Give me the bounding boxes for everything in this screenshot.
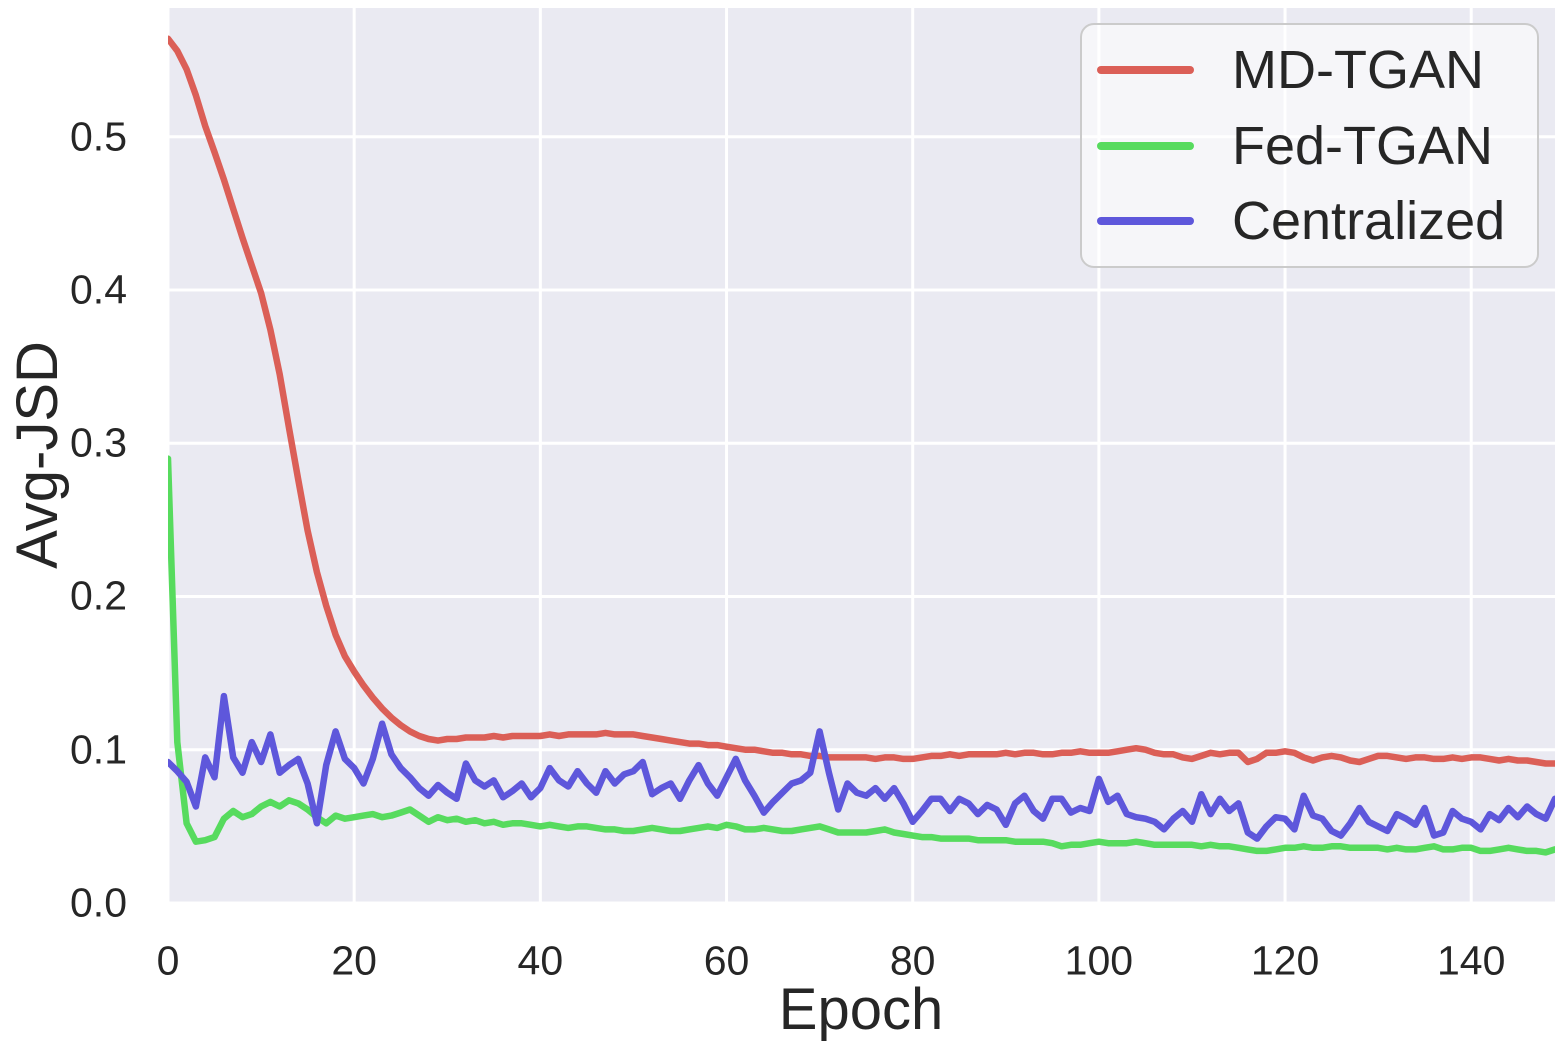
y-axis-label: Avg-JSD [5, 341, 70, 569]
x-tick-label: 0 [156, 937, 180, 984]
y-tick-label: 0.4 [70, 266, 127, 313]
series-line-centralized [168, 692, 1555, 842]
legend-item-md-tgan: MD-TGAN [1097, 32, 1517, 108]
legend-item-centralized: Centralized [1097, 183, 1517, 259]
legend-item-label: Centralized [1232, 191, 1506, 252]
x-axis-label: Epoch [778, 977, 944, 1042]
legend-line-swatch [1097, 65, 1194, 74]
x-tick-label: 120 [1250, 937, 1320, 984]
x-tick-label: 20 [331, 937, 377, 984]
legend-item-fed-tgan: Fed-TGAN [1097, 108, 1517, 184]
legend-item-label: Fed-TGAN [1232, 115, 1494, 176]
legend-line-swatch [1097, 141, 1194, 150]
x-tick-label: 40 [517, 937, 564, 984]
plot-area: MD-TGAN Fed-TGAN Centralized [168, 8, 1555, 903]
legend: MD-TGAN Fed-TGAN Centralized [1080, 23, 1539, 268]
y-tick-label: 0.1 [70, 726, 127, 773]
y-tick-label: 0.2 [70, 572, 127, 619]
x-tick-label: 80 [889, 937, 936, 984]
series-line-fed-tgan [168, 455, 1555, 856]
x-tick-label: 100 [1064, 937, 1134, 984]
legend-line-swatch [1097, 217, 1194, 226]
x-tick-label: 60 [703, 937, 750, 984]
x-tick-label: 140 [1437, 937, 1506, 984]
legend-item-label: MD-TGAN [1232, 39, 1484, 100]
series-line-md-tgan [168, 35, 1555, 767]
y-tick-label: 0.0 [70, 879, 127, 926]
y-tick-label: 0.5 [70, 113, 127, 160]
